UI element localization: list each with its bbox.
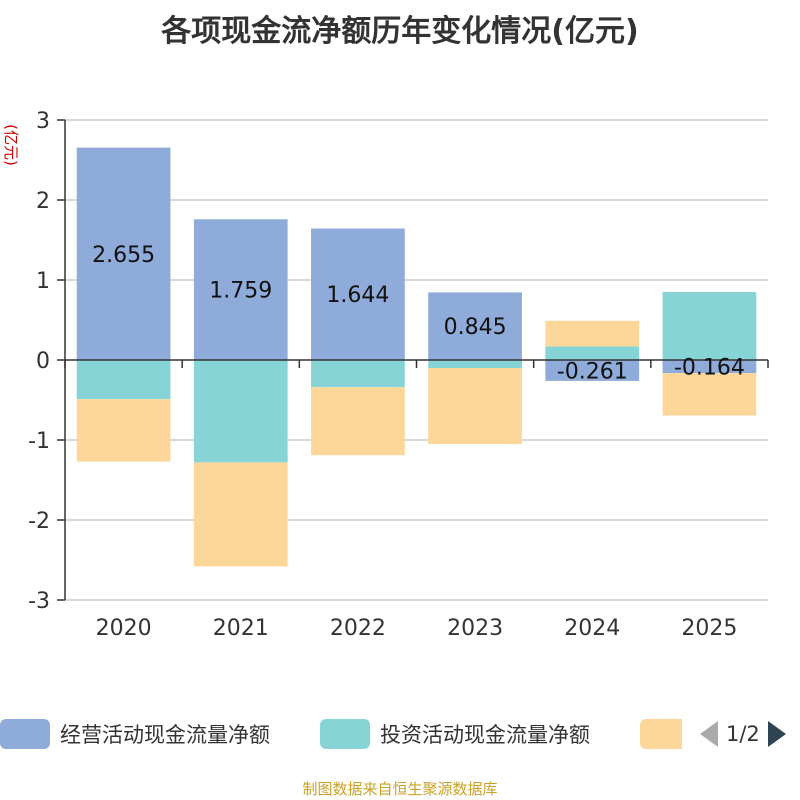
y-tick-label: -3 — [28, 589, 50, 614]
x-tick-label: 2020 — [96, 616, 152, 641]
y-tick-label: 3 — [36, 109, 50, 134]
bar-investing-2023 — [428, 360, 522, 368]
legend-pager: 1/2 — [700, 716, 786, 752]
legend-page-indicator: 1/2 — [726, 722, 760, 746]
legend: 经营活动现金流量净额 投资活动现金流量净额 1/2 — [0, 716, 800, 752]
legend-swatch-investing — [320, 719, 370, 749]
legend-label-operating: 经营活动现金流量净额 — [60, 723, 270, 747]
chart-title: 各项现金流净额历年变化情况(亿元) — [161, 14, 639, 49]
bar-investing-2020 — [76, 360, 171, 400]
bar-investing-2022 — [311, 360, 405, 388]
data-label: 0.845 — [444, 315, 507, 340]
legend-item-financing[interactable] — [640, 716, 692, 752]
bar-financing-2024 — [545, 320, 640, 347]
bar-financing-2023 — [428, 368, 522, 444]
bar-financing-2025 — [662, 373, 757, 416]
legend-next-arrow-icon[interactable] — [767, 721, 786, 747]
x-tick-label: 2023 — [447, 616, 503, 641]
bar-operating-2025 — [662, 360, 757, 374]
bar-investing-2024 — [545, 346, 640, 360]
legend-item-operating[interactable]: 经营活动现金流量净额 — [0, 716, 270, 752]
data-label: 1.644 — [326, 283, 389, 308]
legend-swatch-financing — [640, 719, 682, 749]
source-note: 制图数据来自恒生聚源数据库 — [302, 780, 498, 798]
data-label: 1.759 — [209, 279, 272, 304]
data-label: 2.655 — [92, 243, 155, 268]
chart-plot: 3 2 1 0 -1 -2 -3 (亿元) 2.655 1.759 1.644 0.845 -0.261… — [2, 109, 769, 641]
bar-operating-2023 — [428, 292, 522, 360]
bar-financing-2021 — [193, 462, 288, 567]
y-tick-label: 0 — [36, 349, 50, 374]
y-tick-label: 2 — [36, 189, 50, 214]
data-label: -0.164 — [674, 356, 745, 381]
bar-financing-2020 — [76, 399, 171, 462]
bar-investing-2021 — [193, 360, 288, 463]
data-label: -0.261 — [557, 359, 628, 384]
y-tick-label: -1 — [28, 429, 50, 454]
legend-prev-arrow-icon[interactable] — [700, 721, 718, 747]
x-tick-label: 2021 — [213, 616, 269, 641]
bar-operating-2020 — [76, 147, 171, 360]
bar-operating-2021 — [193, 219, 288, 360]
x-tick-label: 2025 — [681, 616, 737, 641]
bar-operating-2024 — [545, 360, 640, 381]
legend-swatch-operating — [0, 719, 50, 749]
x-tick-label: 2022 — [330, 616, 386, 641]
bar-investing-2025 — [662, 292, 757, 360]
legend-label-investing: 投资活动现金流量净额 — [380, 723, 590, 747]
y-tick-label: 1 — [36, 269, 50, 294]
legend-item-investing[interactable]: 投资活动现金流量净额 — [320, 716, 590, 752]
bar-financing-2022 — [311, 387, 405, 456]
bar-operating-2022 — [311, 228, 405, 360]
y-axis-label: (亿元) — [2, 124, 20, 166]
x-tick-label: 2024 — [564, 616, 620, 641]
y-tick-label: -2 — [28, 509, 50, 534]
